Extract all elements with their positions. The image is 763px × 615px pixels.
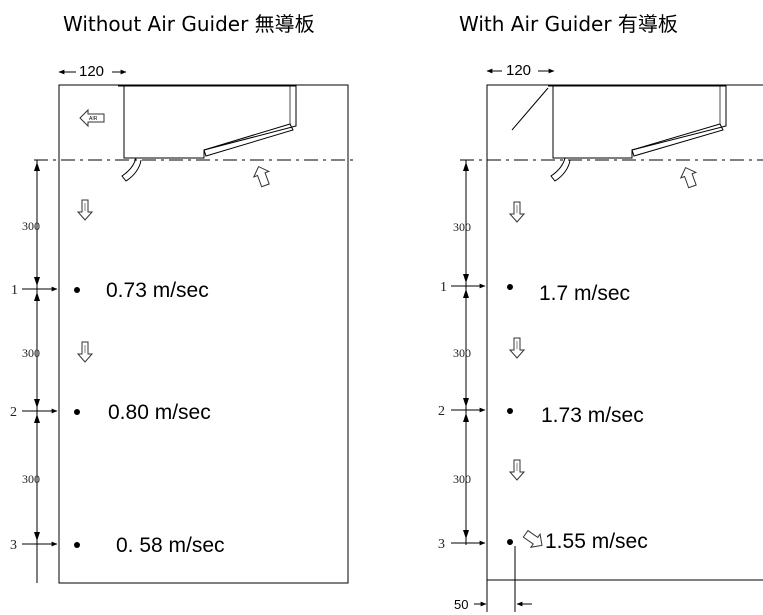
left-return-arrow-icon xyxy=(252,165,271,188)
left-airflow-arrow-icon-2 xyxy=(77,341,93,363)
right-airflow-arrow-icon-2 xyxy=(509,337,525,359)
left-point-index: 2 xyxy=(10,405,17,420)
left-panel: Without Air Guider 無導板 120 AIR xyxy=(10,12,357,584)
left-point-index: 3 xyxy=(10,538,17,553)
right-point-index: 2 xyxy=(438,404,445,419)
left-spacing-label-2: 300 xyxy=(22,346,40,360)
left-offset-label: 120 xyxy=(79,63,104,80)
right-room-outline xyxy=(486,84,763,581)
right-angled-airflow-arrow-icon xyxy=(522,529,543,548)
left-point-value: 0.80 m/sec xyxy=(108,401,211,424)
right-bottom-label: 50 xyxy=(454,597,468,612)
left-point-value: 0. 58 m/sec xyxy=(116,534,225,557)
left-point-value: 0.73 m/sec xyxy=(106,279,209,302)
right-return-arrow-icon xyxy=(679,166,698,189)
left-indoor-unit xyxy=(118,85,297,182)
left-title: Without Air Guider 無導板 xyxy=(63,12,315,36)
left-intake-arrow-icon: AIR xyxy=(79,108,105,128)
right-panel: With Air Guider 有導板 120 xyxy=(438,12,763,612)
left-point-1: 1 0.73 m/sec xyxy=(11,279,209,302)
left-spacing-label-1: 300 xyxy=(22,219,40,233)
right-airflow-arrow-icon-3 xyxy=(509,459,525,481)
right-point-index: 1 xyxy=(440,280,447,295)
right-indoor-unit xyxy=(548,85,727,182)
left-spacing-label-3: 300 xyxy=(22,472,40,486)
right-spacing-label-1: 300 xyxy=(453,220,471,234)
right-point-value: 1.73 m/sec xyxy=(541,404,644,427)
left-airflow-arrow-icon-1 xyxy=(77,199,93,221)
left-point-2: 2 0.80 m/sec xyxy=(10,401,211,424)
right-point-value: 1.7 m/sec xyxy=(539,282,630,305)
right-air-guider xyxy=(511,87,549,131)
left-point-3: 3 0. 58 m/sec xyxy=(10,534,225,557)
right-title: With Air Guider 有導板 xyxy=(459,12,678,36)
right-spacing-label-2: 300 xyxy=(453,346,471,360)
right-point-1: 1 1.7 m/sec xyxy=(440,280,630,305)
left-point-index: 1 xyxy=(11,283,18,298)
right-point-2: 2 1.73 m/sec xyxy=(438,404,644,427)
right-point-value: 1.55 m/sec xyxy=(545,530,648,553)
right-spacing-label-3: 300 xyxy=(453,472,471,486)
left-room-outline xyxy=(58,84,349,584)
right-point-index: 3 xyxy=(438,537,445,552)
right-point-3: 3 1.55 m/sec xyxy=(438,529,648,553)
svg-text:AIR: AIR xyxy=(89,116,98,122)
right-airflow-arrow-icon-1 xyxy=(509,201,525,223)
right-offset-label: 120 xyxy=(506,62,531,79)
